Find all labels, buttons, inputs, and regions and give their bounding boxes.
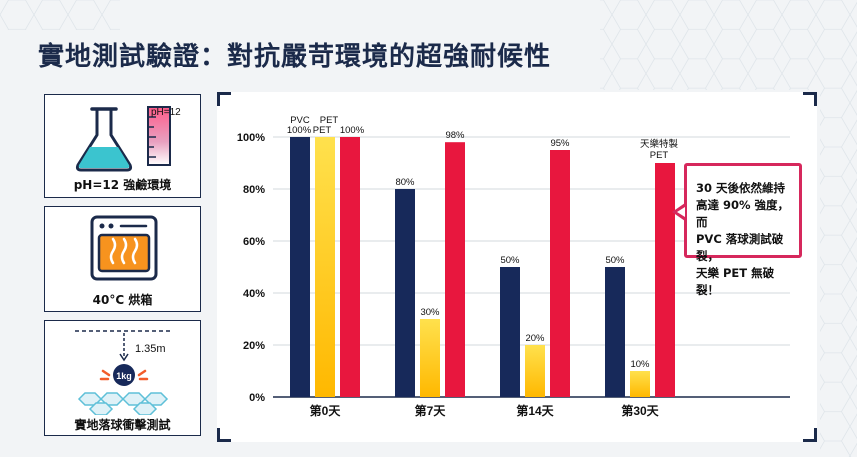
frame-corner (803, 92, 817, 106)
alkaline-test-card: pH=12 pH=12 強鹼環境 (44, 94, 201, 198)
y-tick-label: 0% (249, 392, 265, 404)
y-tick-label: 60% (243, 236, 265, 248)
callout-line: PVC 落球測試破裂， (696, 232, 784, 263)
data-label: 50% (500, 255, 520, 266)
drop-test-card: 1.35m 1kg 實地落球衝擊測試 (44, 320, 201, 436)
bar-pvc (395, 189, 415, 397)
y-tick-label: 80% (243, 184, 265, 196)
falling-ball-impact-icon: 1.35m 1kg (75, 330, 171, 415)
frame-corner (217, 92, 231, 106)
x-tick-label: 第0天 (310, 403, 342, 418)
bar-general-pet (630, 371, 650, 397)
bar-tianle-pet (655, 163, 675, 397)
page-title: 實地測試驗證：對抗嚴苛環境的超強耐候性 (38, 42, 552, 72)
data-label: 20% (525, 333, 545, 344)
bar-tianle-pet (340, 137, 360, 397)
bar-general-pet (525, 345, 545, 397)
data-label: 30% (420, 307, 440, 318)
callout-pointer-inner (677, 207, 685, 217)
x-tick-label: 第7天 (415, 403, 447, 418)
x-tick-label: 第14天 (516, 403, 554, 418)
data-label: 50% (605, 255, 625, 266)
alkaline-caption: pH=12 強鹼環境 (73, 178, 172, 192)
bar-pvc (605, 267, 625, 397)
ball-weight-label: 1kg (116, 371, 132, 381)
frame-corner (217, 428, 231, 442)
callout-line: 高達 90% 強度，而 (696, 198, 790, 229)
data-label: 10% (630, 359, 650, 370)
bar-pvc (290, 137, 310, 397)
frame-corner (803, 428, 817, 442)
series-label-tianle: 天樂特製 (640, 138, 679, 150)
data-label: 100% (340, 125, 365, 136)
bar-general-pet (315, 137, 335, 397)
bar-pvc (500, 267, 520, 397)
bar-general-pet (420, 319, 440, 397)
y-tick-label: 20% (243, 340, 265, 352)
oven-test-card: 40°C 烘箱 (44, 206, 201, 312)
series-label-general: PET (320, 115, 339, 126)
data-label: 80% (395, 177, 415, 188)
data-label: 95% (550, 138, 570, 149)
data-label: 98% (445, 130, 465, 141)
oven-caption: 40°C 烘箱 (92, 293, 153, 307)
series-label-general-pet: PET (313, 125, 332, 136)
series-label-pvc: PVC (290, 115, 310, 126)
y-tick-label: 40% (243, 288, 265, 300)
ph-label: pH=12 (151, 107, 181, 118)
callout-line: 天樂 PET 無破裂！ (696, 266, 775, 297)
drop-test-caption: 實地落球衝擊測試 (74, 418, 171, 432)
oven-icon (90, 215, 158, 281)
x-tick-label: 第30天 (621, 403, 659, 418)
bar-tianle-pet (445, 142, 465, 397)
bar-tianle-pet (550, 150, 570, 397)
callout-line: 30 天後依然維持 (696, 181, 786, 195)
data-label: 100% (287, 125, 312, 136)
conclusion-callout: 30 天後依然維持 高達 90% 強度，而 PVC 落球測試破裂， 天樂 PET… (684, 163, 802, 297)
series-label-tianle-pet: PET (650, 150, 669, 161)
flask-ph-meter-icon: pH=12 (75, 106, 181, 172)
y-tick-label: 100% (237, 132, 265, 144)
drop-height-label: 1.35m (135, 343, 166, 355)
